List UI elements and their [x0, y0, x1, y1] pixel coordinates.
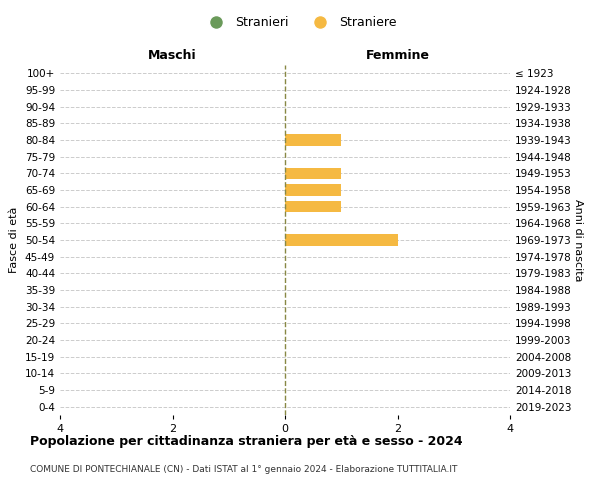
Bar	[285, 201, 341, 212]
Bar	[285, 168, 341, 179]
Bar	[285, 234, 398, 246]
Bar	[285, 184, 341, 196]
Bar	[285, 134, 341, 146]
Y-axis label: Anni di nascita: Anni di nascita	[573, 198, 583, 281]
Y-axis label: Fasce di età: Fasce di età	[10, 207, 19, 273]
Text: Popolazione per cittadinanza straniera per età e sesso - 2024: Popolazione per cittadinanza straniera p…	[30, 435, 463, 448]
Legend: Stranieri, Straniere: Stranieri, Straniere	[199, 11, 401, 34]
Text: Femmine: Femmine	[365, 48, 430, 62]
Text: Maschi: Maschi	[148, 48, 197, 62]
Text: COMUNE DI PONTECHIANALE (CN) - Dati ISTAT al 1° gennaio 2024 - Elaborazione TUTT: COMUNE DI PONTECHIANALE (CN) - Dati ISTA…	[30, 465, 457, 474]
